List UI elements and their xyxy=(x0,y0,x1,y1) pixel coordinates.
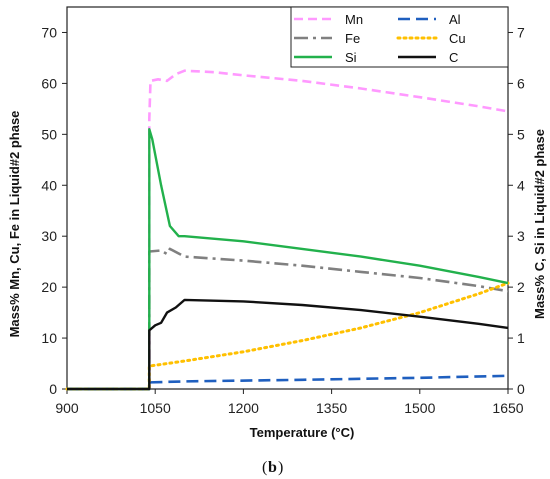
y-left-tick-label: 40 xyxy=(41,177,57,193)
y-left-tick-label: 10 xyxy=(41,330,57,346)
legend-label-fe: Fe xyxy=(345,31,360,46)
plot-area xyxy=(66,6,509,390)
x-tick-label: 1350 xyxy=(316,400,347,416)
y-right-tick-label: 6 xyxy=(517,75,525,91)
y-left-tick-label: 60 xyxy=(41,75,57,91)
legend-label-al: Al xyxy=(449,12,461,27)
series-line-mn xyxy=(67,69,509,391)
figure-caption: ( b ) xyxy=(262,459,283,476)
y-axis-left-title: Mass% Mn, Cu, Fe in Liquid#2 phase xyxy=(7,111,22,338)
legend-label-si: Si xyxy=(345,50,357,65)
y-right-tick-label: 7 xyxy=(517,24,525,40)
y-right-tick-label: 0 xyxy=(517,381,525,397)
x-tick-label: 900 xyxy=(55,400,79,416)
legend-label-c: C xyxy=(449,50,458,65)
series-line-cu xyxy=(65,281,510,391)
y-left-tick-label: 20 xyxy=(41,279,57,295)
x-tick-label: 1200 xyxy=(228,400,259,416)
x-tick-label: 1500 xyxy=(404,400,435,416)
x-tick-label: 1050 xyxy=(140,400,171,416)
series-lines xyxy=(65,69,510,391)
y-left-tick-label: 70 xyxy=(41,24,57,40)
caption-letter: b xyxy=(268,459,277,476)
y-left-tick-label: 50 xyxy=(41,126,57,142)
y-axis-right-title: Mass% C, Si in Liquid#2 phase xyxy=(532,129,547,319)
x-tick-label: 1650 xyxy=(492,400,523,416)
y-right-tick-label: 5 xyxy=(517,126,525,142)
y-left-tick-label: 0 xyxy=(49,381,57,397)
y-right-tick-label: 1 xyxy=(517,330,525,346)
legend-label-mn: Mn xyxy=(345,12,363,27)
series-line-c xyxy=(67,298,509,391)
x-axis-title: Temperature (°C) xyxy=(250,425,355,440)
plot-frame xyxy=(66,6,509,390)
caption-open-paren: ( xyxy=(262,459,267,476)
y-right-tick-label: 3 xyxy=(517,228,525,244)
y-right-tick-label: 2 xyxy=(517,279,525,295)
caption-close-paren: ) xyxy=(278,459,283,476)
series-line-si xyxy=(67,127,509,391)
y-right-tick-label: 4 xyxy=(517,177,525,193)
legend-label-cu: Cu xyxy=(449,31,466,46)
y-left-tick-label: 30 xyxy=(41,228,57,244)
axis-ticks: 900 1050 1200 1350 1500 1650 0 10 20 30 40 50 60 70 0 1… xyxy=(41,24,525,416)
legend: Mn Al Fe Cu Si C xyxy=(290,6,509,68)
